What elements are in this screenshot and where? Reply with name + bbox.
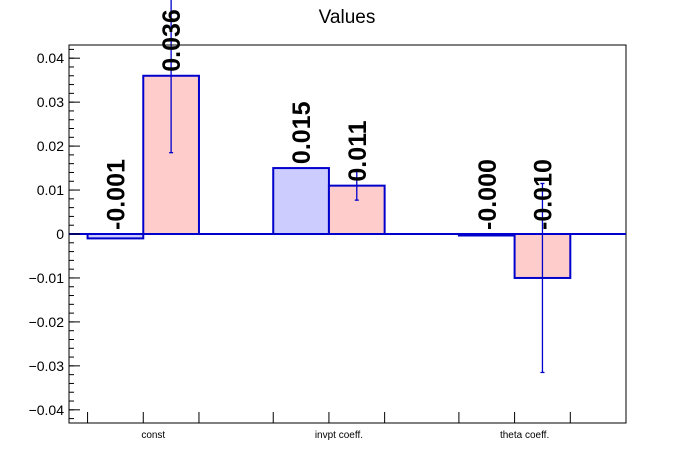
y-tick-label: −0.04 [29,402,65,418]
bars [86,0,572,374]
y-tick-label: 0.01 [37,182,64,198]
axes: −0.04 −0.03 −0.02 −0.01 0 0.01 0.02 0.03 0.04 con… [29,44,627,441]
chart-title: Values [319,7,376,28]
x-category-label: invpt coeff. [315,430,363,441]
y-tick-label: 0.04 [37,50,64,66]
y-tick-label: −0.01 [29,270,65,286]
data-label-series2-3: -0.010 [529,159,557,230]
y-tick-label: 0 [56,226,64,242]
y-tick-label: −0.02 [29,314,65,330]
x-category-label: theta coeff. [500,430,549,441]
data-labels: -0.001 0.015 -0.000 0.036 0.011 -0.010 [102,9,557,230]
data-label-series2-2: 0.011 [344,120,372,181]
data-label-series1-3: -0.000 [474,159,502,230]
y-tick-label: 0.02 [37,138,64,154]
data-label-series1-1: -0.001 [102,159,130,230]
y-tick-label: 0.03 [37,94,64,110]
x-category-label: const [141,430,165,441]
data-label-series2-1: 0.036 [158,9,186,72]
y-tick-label: −0.03 [29,358,65,374]
data-label-series1-2: 0.015 [288,101,316,164]
bar-series1-2 [272,167,330,235]
